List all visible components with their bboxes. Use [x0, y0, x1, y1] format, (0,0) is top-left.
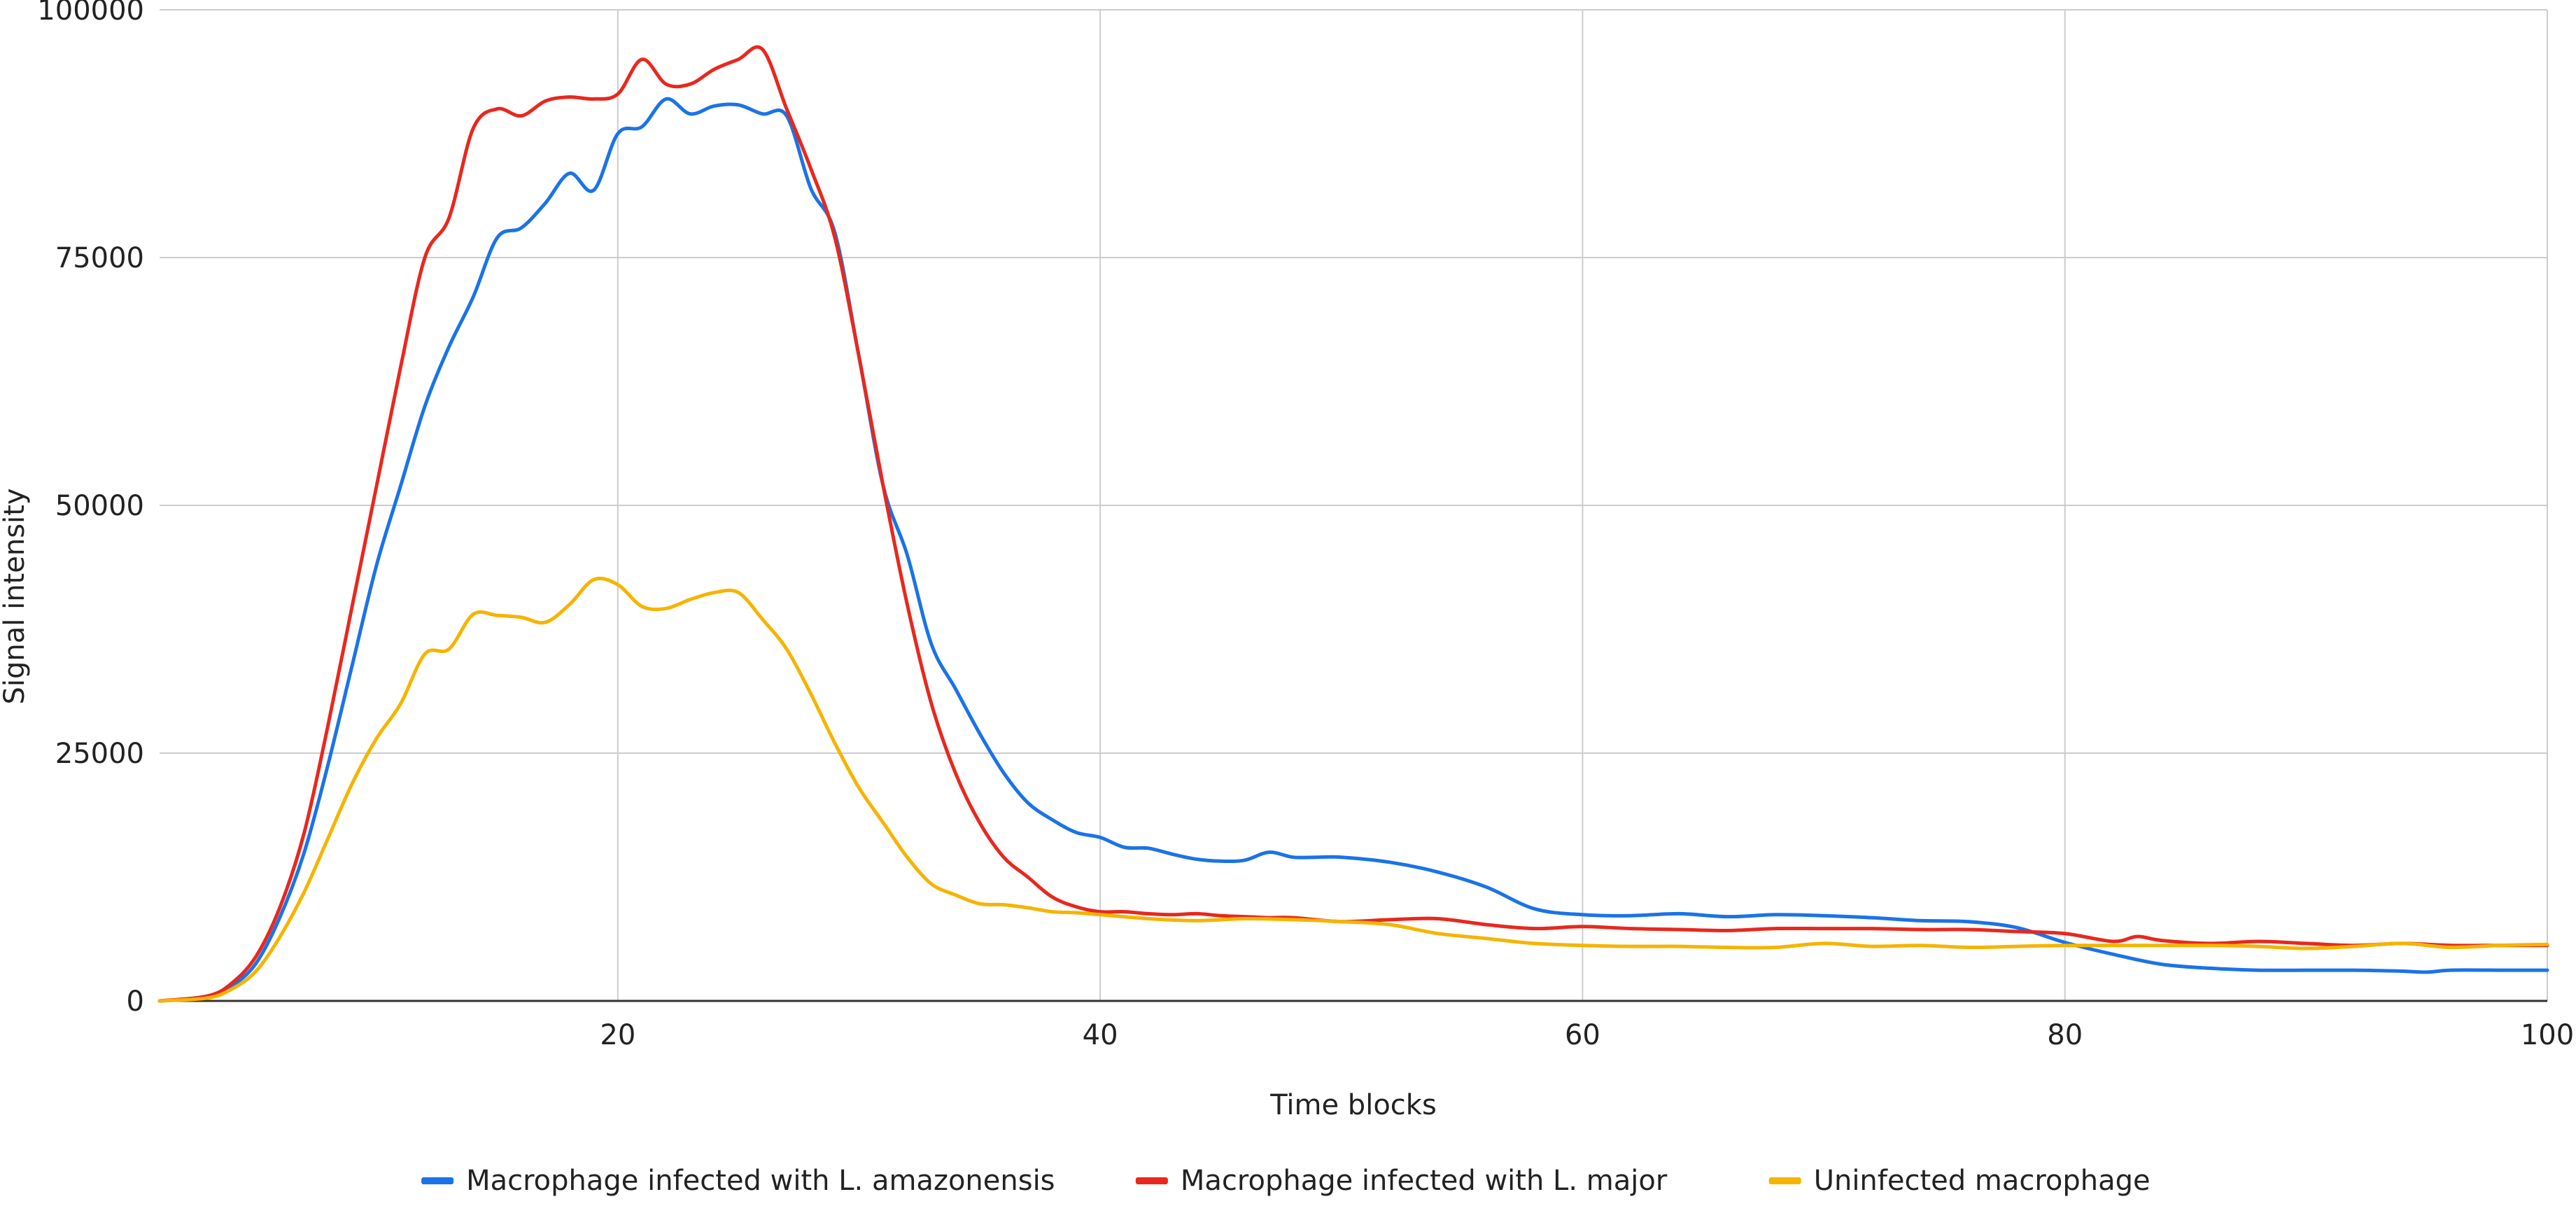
x-tick-label-2: 60 — [1565, 1019, 1600, 1051]
gridlines — [160, 9, 2548, 1001]
legend: Macrophage infected with L. amazonensis M… — [421, 1165, 2151, 1197]
y-tick-label-2: 50000 — [55, 490, 144, 522]
x-tick-label-3: 80 — [2047, 1019, 2083, 1051]
series-line-2 — [157, 576, 2549, 1003]
legend-swatch-1 — [1135, 1177, 1168, 1184]
x-tick-label-0: 20 — [600, 1019, 635, 1051]
legend-label-1: Macrophage infected with L. major — [1181, 1165, 1668, 1197]
y-tick-label-4: 100000 — [37, 0, 144, 27]
y-tick-label-0: 0 — [127, 986, 144, 1018]
x-axis-title: Time blocks — [1269, 1089, 1437, 1121]
x-tick-label-4: 100 — [2521, 1019, 2574, 1051]
series-line-0 — [157, 97, 2549, 1003]
legend-label-2: Uninfected macrophage — [1814, 1165, 2151, 1197]
y-tick-label-3: 75000 — [55, 242, 144, 274]
legend-swatch-0 — [421, 1177, 454, 1184]
y-axis-ticks: 0 25000 50000 75000 100000 — [37, 0, 144, 1018]
legend-label-0: Macrophage infected with L. amazonensis — [466, 1165, 1055, 1197]
x-axis-ticks: 20 40 60 80 100 — [600, 1019, 2574, 1051]
y-tick-label-1: 25000 — [55, 738, 144, 770]
x-tick-label-1: 40 — [1083, 1019, 1118, 1051]
series-line-1 — [157, 45, 2549, 1003]
legend-swatch-2 — [1768, 1177, 1801, 1184]
y-axis-title: Signal intensity — [0, 488, 31, 704]
plot-area — [157, 45, 2549, 1003]
